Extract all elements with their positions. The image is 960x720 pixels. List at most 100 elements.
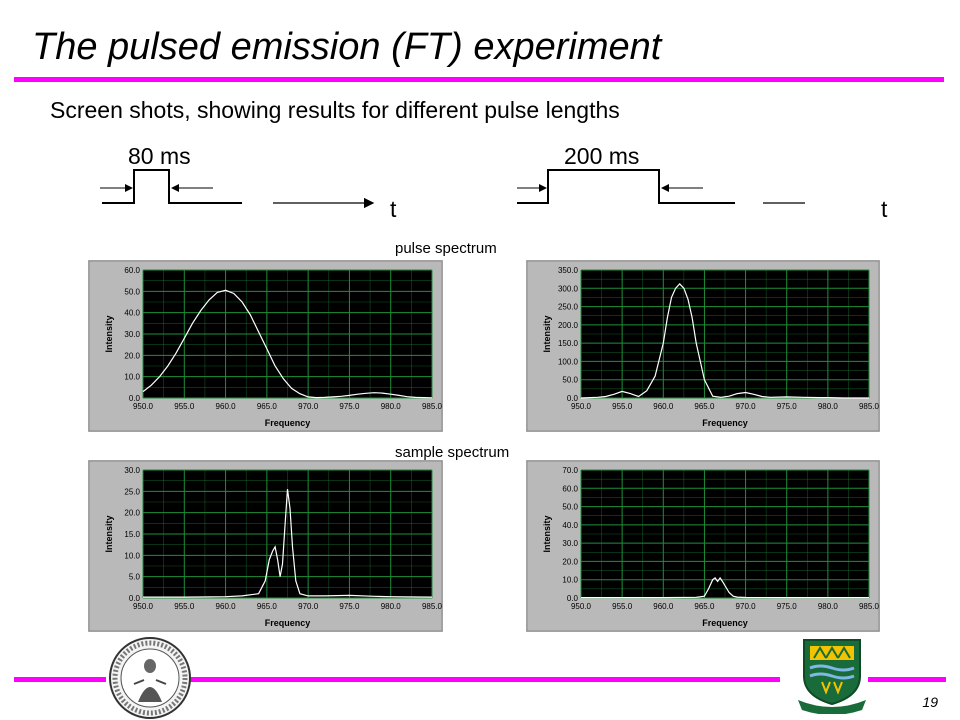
y-tick-label: 50.0 [562,376,578,385]
x-tick-label: 960.0 [216,602,237,611]
y-tick-label: 0.0 [129,394,141,403]
y-tick-label: 70.0 [562,466,578,475]
y-tick-label: 20.0 [124,509,140,518]
slide-subtitle: Screen shots, showing results for differ… [50,97,620,123]
y-axis-label: Intensity [104,315,114,352]
x-tick-label: 965.0 [257,602,278,611]
sample-spectrum-caption: sample spectrum [395,444,510,461]
y-tick-label: 250.0 [558,303,579,312]
pulse-label-200ms: 200 ms [564,143,640,169]
y-tick-label: 50.0 [124,287,140,296]
y-tick-label: 0.0 [567,594,579,603]
footer-rule-left [14,677,106,682]
x-tick-label: 980.0 [818,602,839,611]
y-tick-label: 60.0 [124,266,140,275]
x-tick-label: 975.0 [339,602,360,611]
pulse-diagram-200ms [517,169,805,204]
x-axis-label: Frequency [702,418,748,428]
y-tick-label: 350.0 [558,266,579,275]
y-tick-label: 60.0 [562,484,578,493]
x-axis-label: Frequency [265,418,311,428]
x-tick-label: 980.0 [818,402,839,411]
y-axis-label: Intensity [104,515,114,552]
x-tick-label: 975.0 [777,602,798,611]
x-tick-label: 970.0 [736,602,757,611]
slide-title: The pulsed emission (FT) experiment [32,26,662,68]
pulse-spectrum-caption: pulse spectrum [395,240,497,257]
title-rule [14,77,944,82]
x-tick-label: 985.0 [422,402,443,411]
y-tick-label: 0.0 [567,394,579,403]
y-tick-label: 5.0 [129,573,141,582]
y-tick-label: 15.0 [124,530,140,539]
chart-pulse-spectrum-200ms: 950.0 955.0 960.0 965.0 970.0 975.0 980.0 985.0… [526,260,880,432]
x-tick-label: 955.0 [174,402,195,411]
university-seal-icon [109,637,191,719]
x-tick-label: 985.0 [422,602,443,611]
y-tick-label: 100.0 [558,357,579,366]
y-tick-label: 150.0 [558,339,579,348]
x-tick-label: 965.0 [694,602,715,611]
y-tick-label: 25.0 [124,487,140,496]
y-tick-label: 20.0 [562,557,578,566]
y-tick-label: 20.0 [124,351,140,360]
series-line [143,489,433,598]
y-tick-label: 30.0 [562,539,578,548]
y-axis-label: Intensity [542,515,552,552]
x-tick-label: 980.0 [381,402,402,411]
x-tick-label: 975.0 [339,402,360,411]
chart-frame-border [526,260,880,432]
x-tick-label: 960.0 [653,602,674,611]
chart-pulse-spectrum-80ms: 950.0 955.0 960.0 965.0 970.0 975.0 980.0 985.0… [88,260,443,432]
x-tick-label: 950.0 [571,602,592,611]
series-line [142,289,433,399]
footer-rule-right [868,677,946,682]
x-axis-label: Frequency [702,618,748,628]
x-tick-label: 985.0 [859,602,880,611]
x-axis-label: Frequency [265,618,311,628]
x-tick-label: 970.0 [298,402,319,411]
chart-frame-border [526,460,880,632]
chart-frame-border [88,260,443,432]
x-tick-label: 980.0 [381,602,402,611]
x-tick-label: 955.0 [612,602,633,611]
x-tick-label: 970.0 [736,402,757,411]
time-axis-label-80ms: t [390,196,397,222]
y-tick-label: 10.0 [124,551,140,560]
series-line [580,283,869,399]
pulse-label-80ms: 80 ms [128,143,191,169]
pulse-waveform [102,169,242,204]
x-tick-label: 960.0 [653,402,674,411]
pulse-diagram-80ms [100,169,375,209]
chart-sample-spectrum-80ms: 950.0 955.0 960.0 965.0 970.0 975.0 980.0 985.0… [88,460,443,632]
y-tick-label: 40.0 [124,309,140,318]
chart-sample-spectrum-200ms: 950.0 955.0 960.0 965.0 970.0 975.0 980.0 985.0… [526,460,880,632]
time-axis-label-200ms: t [881,196,888,222]
y-axis-label: Intensity [542,315,552,352]
x-tick-label: 955.0 [612,402,633,411]
series-line [581,576,869,599]
chart-frame-border [88,460,443,632]
x-tick-label: 970.0 [298,602,319,611]
footer-rule-middle [190,677,780,682]
y-tick-label: 300.0 [558,284,579,293]
y-tick-label: 50.0 [562,503,578,512]
pulse-waveform [517,169,735,204]
x-tick-label: 975.0 [777,402,798,411]
x-tick-label: 965.0 [257,402,278,411]
x-tick-label: 955.0 [174,602,195,611]
x-tick-label: 965.0 [694,402,715,411]
university-crest-icon [798,639,866,714]
y-tick-label: 10.0 [124,373,140,382]
x-tick-label: 950.0 [133,402,154,411]
y-tick-label: 30.0 [124,466,140,475]
x-tick-label: 950.0 [571,402,592,411]
y-tick-label: 10.0 [562,576,578,585]
page-number: 19 [922,694,938,710]
y-tick-label: 40.0 [562,521,578,530]
x-tick-label: 950.0 [133,602,154,611]
y-tick-label: 0.0 [129,594,141,603]
x-tick-label: 960.0 [216,402,237,411]
y-tick-label: 200.0 [558,321,579,330]
x-tick-label: 985.0 [859,402,880,411]
